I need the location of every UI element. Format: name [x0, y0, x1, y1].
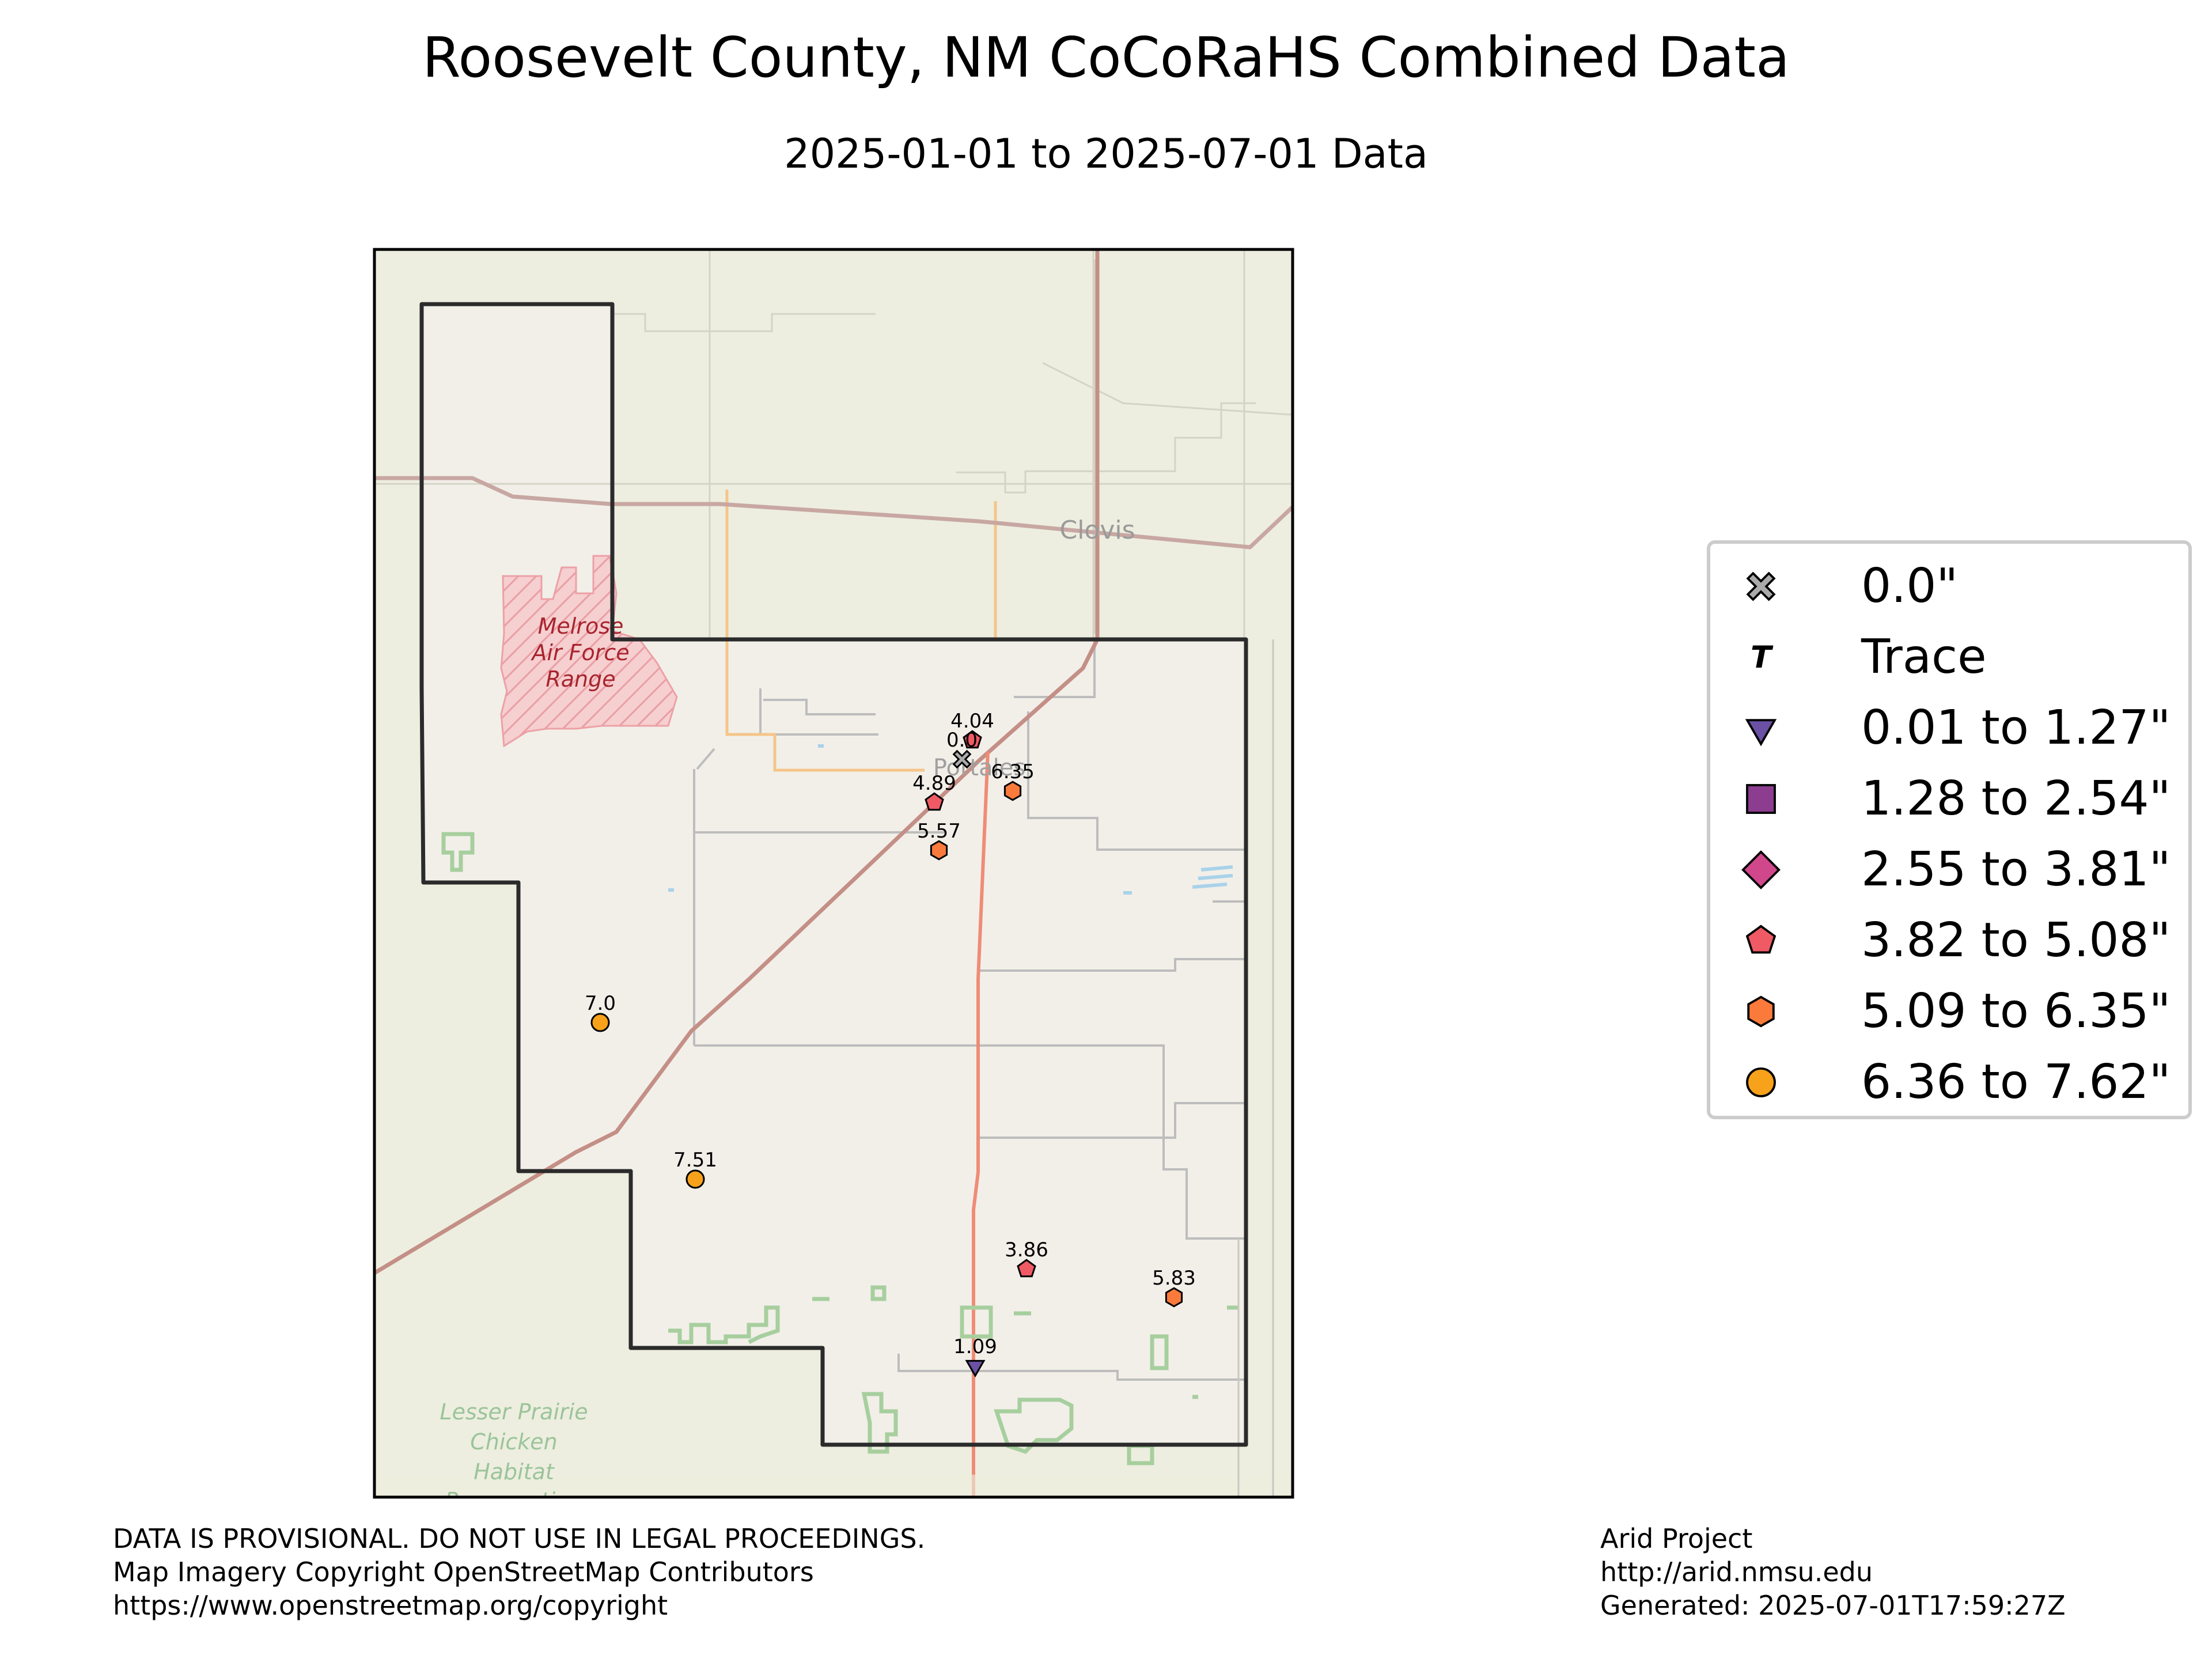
- svg-text:T: T: [1751, 640, 1774, 675]
- pentagon-icon: [1745, 925, 1777, 954]
- range-label-1: Melrose: [538, 613, 624, 639]
- habitat-label-3: Habitat: [474, 1459, 555, 1484]
- highway-north-south: [972, 751, 990, 1497]
- road-grid: [693, 639, 1246, 1381]
- station-value-label: 4.89: [912, 772, 956, 795]
- station-value-label: 1.09: [953, 1335, 997, 1358]
- legend-label: 3.82 to 5.08": [1861, 913, 2171, 968]
- footer-credits-line2: http://arid.nmsu.edu: [1600, 1556, 1873, 1588]
- legend-label: 1.28 to 2.54": [1861, 771, 2171, 826]
- map-frame: [373, 248, 1294, 1499]
- legend-item: 0.0": [1710, 551, 2188, 622]
- x-icon: [1746, 571, 1776, 601]
- station-marker: [963, 730, 982, 749]
- triangle-down-icon: [1745, 719, 1777, 747]
- station-value-label: 4.04: [950, 710, 994, 733]
- square-icon: [1746, 784, 1776, 814]
- town-label-portales: Portales: [933, 755, 1025, 781]
- habitat-label-1: Lesser Prairie: [440, 1399, 588, 1425]
- faint-grid: [374, 249, 1293, 639]
- station-marker: [1165, 1287, 1183, 1308]
- station-marker: [1017, 1259, 1036, 1278]
- legend-item: T Trace: [1710, 622, 2188, 693]
- footer-disclaimer-line3: https://www.openstreetmap.org/copyright: [113, 1590, 668, 1621]
- county-interior: [422, 304, 1246, 1445]
- county-boundary: [419, 302, 1248, 1447]
- legend-item: 6.36 to 7.62": [1710, 1047, 2188, 1118]
- footer-credits: Arid Project http://arid.nmsu.edu Genera…: [1600, 1522, 2066, 1622]
- highway-70: [374, 249, 1100, 1275]
- legend-item: 1.28 to 2.54": [1710, 763, 2188, 835]
- range-label-2: Air Force: [530, 640, 629, 665]
- footer-disclaimer-line2: Map Imagery Copyright OpenStreetMap Cont…: [113, 1556, 814, 1588]
- diamond-icon: [1741, 850, 1781, 889]
- station-layer: 4.040.0 6.35 4.89 5.57 7.0 7.51 3.86 5.83 1.09: [585, 710, 1196, 1378]
- legend-label: 0.01 to 1.27": [1861, 700, 2171, 755]
- station-marker: [685, 1169, 705, 1189]
- water-features: [668, 744, 1233, 895]
- footer-disclaimer-line1: DATA IS PROVISIONAL. DO NOT USE IN LEGAL…: [113, 1523, 926, 1554]
- habitat-parcels: [441, 832, 1238, 1465]
- station-value-label: 5.83: [1152, 1267, 1196, 1290]
- footer-credits-line3: Generated: 2025-07-01T17:59:27Z: [1600, 1590, 2066, 1621]
- legend-item: 5.09 to 6.35": [1710, 976, 2188, 1047]
- t-icon: T: [1751, 640, 1774, 675]
- legend-item: 0.01 to 1.27": [1710, 692, 2188, 764]
- habitat-label-2: Chicken: [470, 1429, 558, 1455]
- melrose-range: [500, 555, 678, 748]
- range-label-3: Range: [546, 666, 615, 692]
- legend-label: Trace: [1861, 630, 1987, 684]
- station-marker: [1003, 781, 1022, 801]
- footer-credits-line1: Arid Project: [1600, 1523, 1753, 1554]
- legend-label: 0.0": [1861, 559, 1959, 613]
- footer-disclaimer: DATA IS PROVISIONAL. DO NOT USE IN LEGAL…: [113, 1522, 925, 1622]
- hexagon-icon: [1747, 995, 1775, 1028]
- habitat-label-4: Preservation: [445, 1488, 582, 1513]
- map-subtitle: 2025-01-01 to 2025-07-01 Data: [784, 130, 1428, 177]
- station-value-label: 6.35: [991, 760, 1035, 783]
- station-marker: [952, 749, 972, 769]
- station-marker: [590, 1013, 610, 1032]
- legend-label: 5.09 to 6.35": [1861, 984, 2171, 1039]
- legend-item: 2.55 to 3.81": [1710, 834, 2188, 906]
- station-value-label: 7.0: [585, 992, 616, 1015]
- station-value-label: 5.57: [917, 820, 961, 843]
- station-marker: [965, 1359, 986, 1378]
- station-value-label: 7.51: [673, 1149, 717, 1172]
- station-value-label: 0.0: [946, 729, 978, 752]
- map-title: Roosevelt County, NM CoCoRaHS Combined D…: [422, 25, 1790, 90]
- city-label-clovis: Clovis: [1059, 516, 1135, 545]
- station-marker: [925, 792, 944, 811]
- station-marker: [930, 840, 948, 861]
- legend: 0.0" T Trace 0.01 to 1.27" 1.28 to 2.54" 2.55…: [1707, 540, 2192, 1119]
- legend-label: 6.36 to 7.62": [1861, 1055, 2171, 1109]
- basemap: Clovis Melrose Air Force Range Portales …: [374, 249, 1293, 1513]
- legend-item: 3.82 to 5.08": [1710, 905, 2188, 976]
- circle-icon: [1746, 1067, 1776, 1097]
- legend-label: 2.55 to 3.81": [1861, 842, 2171, 897]
- station-value-label: 3.86: [1005, 1238, 1048, 1262]
